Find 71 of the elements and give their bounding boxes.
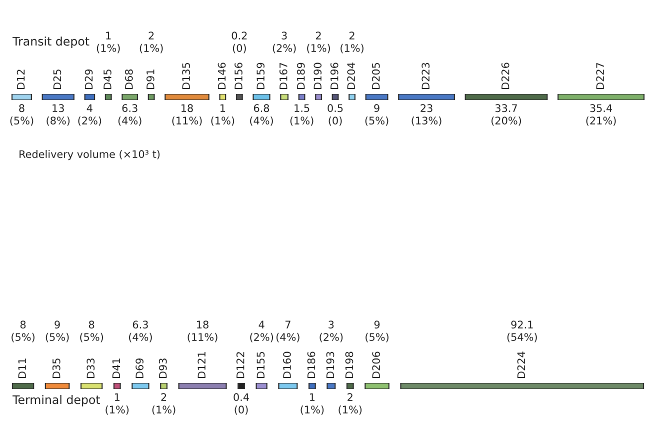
category-label: D196: [330, 62, 338, 89]
data-label: 33.7 (20%): [492, 104, 521, 126]
data-label: 3 (2%): [272, 32, 296, 54]
data-label: 4 (2%): [250, 320, 274, 342]
category-label: D68: [124, 69, 133, 89]
data-label: 2 (1%): [140, 32, 163, 54]
data-label: 2 (1%): [307, 32, 330, 54]
data-label: 0.2 (0): [232, 32, 247, 54]
data-label: 18 (11%): [188, 320, 218, 342]
data-label: 2 (1%): [338, 393, 362, 415]
category-label: D45: [104, 70, 112, 89]
text: Transit depot: [12, 36, 90, 48]
data-label: 6.8 (4%): [250, 104, 273, 126]
category-label: D29: [84, 69, 93, 89]
category-label: D33: [86, 358, 95, 378]
category-label: D224: [517, 352, 526, 378]
data-label: 18 (11%): [172, 104, 202, 126]
data-label: 2 (1%): [340, 32, 364, 54]
data-label: 1 (1%): [300, 393, 324, 415]
category-label: D186: [307, 352, 316, 378]
category-label: D35: [52, 358, 60, 378]
category-label: D189: [296, 62, 305, 89]
data-label: 35.4 (21%): [586, 104, 616, 126]
data-label: 9 (5%): [366, 320, 388, 342]
category-label: D167: [279, 62, 288, 89]
data-label: 8 (5%): [80, 320, 103, 342]
category-label: D25: [53, 70, 62, 89]
data-label: 23 (13%): [412, 104, 442, 126]
category-label: D155: [256, 352, 265, 378]
category-label: D204: [347, 62, 356, 89]
category-label: D226: [501, 62, 510, 89]
category-label: D93: [158, 358, 167, 378]
data-label: 1 (1%): [211, 104, 234, 126]
text: Redelivery volume (×10³ t): [20, 150, 160, 160]
data-label: 1.5 (1%): [290, 104, 314, 126]
category-label: D190: [314, 62, 322, 89]
data-label: 6.3 (4%): [129, 320, 152, 342]
category-label: D135: [182, 63, 190, 89]
data-label: 1 (1%): [106, 393, 129, 415]
data-label: 3 (2%): [320, 320, 343, 342]
data-label: 1 (1%): [96, 32, 120, 54]
data-label: 0.5 (0): [328, 104, 343, 126]
data-label: 9 (5%): [365, 104, 388, 126]
data-label: 13 (8%): [46, 104, 70, 126]
category-label: D223: [422, 62, 430, 89]
category-label: D69: [136, 358, 144, 378]
category-label: D91: [146, 70, 154, 89]
category-label: D41: [112, 358, 120, 378]
data-label: 7 (4%): [276, 320, 300, 342]
text: Terminal depot: [12, 395, 100, 406]
category-label: D12: [16, 70, 25, 89]
category-label: D227: [596, 62, 604, 89]
category-label: D122: [236, 352, 244, 378]
category-label: D156: [234, 62, 242, 89]
category-label: D206: [372, 352, 380, 378]
category-label: D121: [198, 352, 206, 378]
category-label: D159: [256, 62, 265, 89]
data-label: 8 (5%): [12, 320, 34, 342]
data-label: 6.3 (4%): [118, 104, 142, 126]
category-label: D193: [326, 352, 334, 378]
data-label: 9 (5%): [46, 320, 69, 342]
data-label: 2 (1%): [152, 393, 176, 415]
data-label: 8 (5%): [10, 104, 34, 126]
data-label: 0.4 (0): [234, 393, 249, 415]
category-label: D198: [345, 352, 354, 378]
category-label: D146: [218, 62, 226, 89]
data-label: 92.1 (54%): [507, 320, 537, 342]
category-label: D205: [372, 63, 380, 89]
data-label: 4 (2%): [78, 104, 102, 126]
category-label: D11: [18, 358, 26, 378]
category-label: D160: [283, 352, 291, 378]
